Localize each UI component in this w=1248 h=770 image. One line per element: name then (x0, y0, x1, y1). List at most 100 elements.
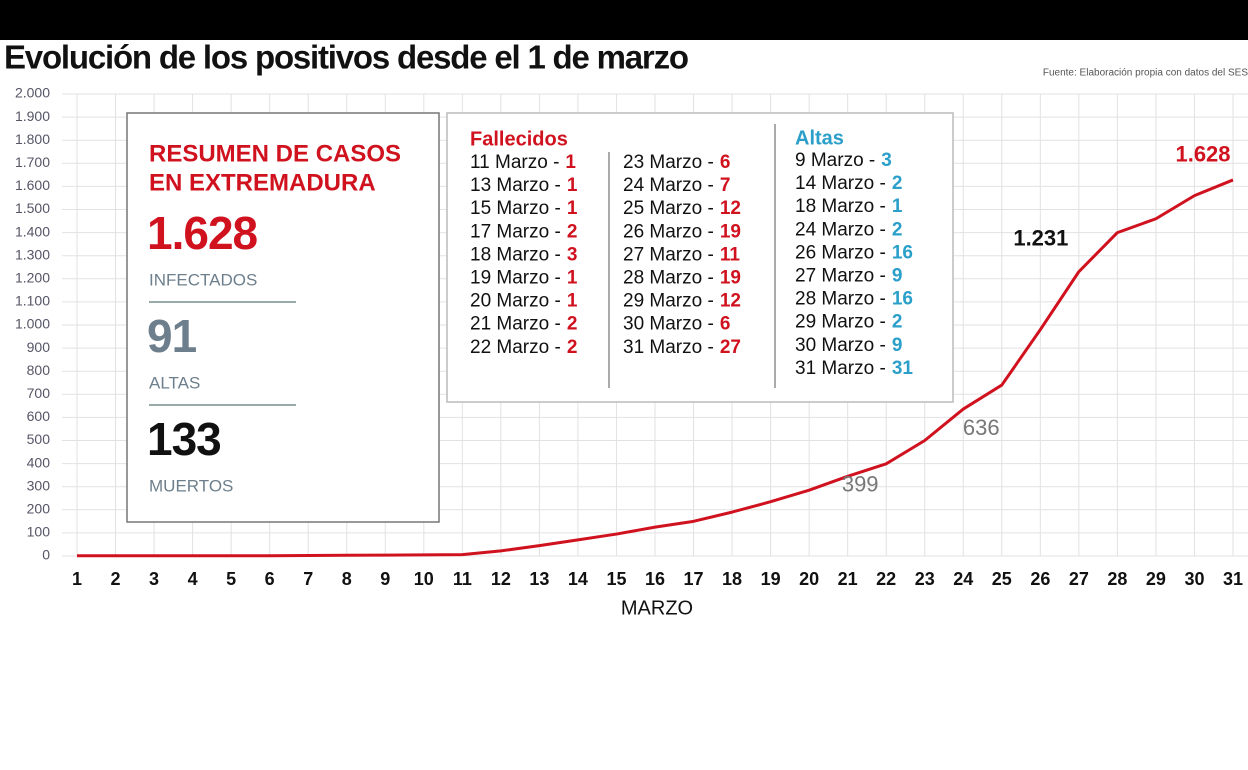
entry-date: 25 Marzo - (623, 198, 714, 219)
entry-date: 15 Marzo - (470, 198, 561, 219)
x-tick-label: 2 (111, 569, 121, 589)
entry-date: 28 Marzo - (623, 268, 714, 289)
x-tick-label: 29 (1146, 569, 1166, 589)
entry-date: 24 Marzo - (623, 175, 714, 196)
entry-count: 27 (720, 337, 741, 358)
entry-date: 22 Marzo - (470, 337, 561, 358)
entry-count: 2 (892, 312, 903, 333)
list-entry: 17 Marzo - 2 (470, 221, 577, 242)
entry-count: 12 (720, 291, 741, 312)
entry-count: 2 (892, 173, 903, 194)
value-label: 1.628 (1175, 142, 1230, 167)
list-entry: 27 Marzo - 9 (795, 266, 902, 287)
y-tick-label: 600 (27, 408, 51, 424)
entry-count: 9 (892, 266, 903, 287)
top-bar (0, 0, 1248, 40)
x-tick-label: 12 (491, 569, 511, 589)
line (77, 178, 1234, 558)
list-entry: 27 Marzo - 11 (623, 244, 740, 265)
x-tick-label: 27 (1069, 569, 1089, 589)
list-entry: 11 Marzo - 1 (470, 152, 576, 173)
y-tick-label: 2.000 (15, 85, 50, 101)
list-entry: 19 Marzo - 1 (470, 268, 578, 289)
entry-date: 19 Marzo - (470, 268, 561, 289)
entry-count: 2 (567, 314, 578, 335)
x-tick-label: 31 (1223, 569, 1243, 589)
list-entry: 29 Marzo - 12 (623, 291, 741, 312)
y-tick-label: 1.500 (15, 200, 50, 216)
entry-date: 17 Marzo - (470, 221, 561, 242)
y-tick-label: 1.000 (15, 316, 50, 332)
list-entry: 29 Marzo - 2 (795, 312, 902, 333)
value-label: 636 (963, 415, 1000, 440)
y-tick-label: 1.100 (15, 293, 50, 309)
y-tick-label: 1.800 (15, 131, 50, 147)
x-tick-label: 5 (226, 569, 236, 589)
entry-count: 7 (720, 175, 731, 196)
list-entry: 15 Marzo - 1 (470, 198, 578, 219)
x-axis-label: MARZO (621, 597, 693, 619)
entry-date: 14 Marzo - (795, 173, 886, 194)
x-tick-label: 25 (992, 569, 1012, 589)
list-entry: 31 Marzo - 31 (795, 358, 913, 379)
x-tick-label: 8 (342, 569, 352, 589)
list-entry: 13 Marzo - 1 (470, 175, 578, 196)
source: Fuente: Elaboración propia con datos del… (1043, 68, 1248, 79)
x-tick-label: 7 (303, 569, 313, 589)
entry-count: 2 (892, 219, 903, 240)
entry-date: 18 Marzo - (795, 196, 886, 217)
entry-date: 30 Marzo - (623, 314, 714, 335)
entry-date: 21 Marzo - (470, 314, 561, 335)
y-tick-label: 500 (27, 431, 51, 447)
y-tick-label: 1.200 (15, 270, 50, 286)
summary-value: 1.628 (147, 207, 258, 259)
entry-count: 31 (892, 358, 914, 379)
list-entry: 18 Marzo - 1 (795, 196, 903, 217)
list-entry: 28 Marzo - 16 (795, 289, 913, 310)
y-tick-label: 900 (27, 339, 51, 355)
entry-date: 30 Marzo - (795, 335, 886, 356)
entry-count: 2 (567, 221, 578, 242)
x-tick-label: 1 (72, 569, 82, 589)
entry-date: 20 Marzo - (470, 291, 561, 312)
summary-title: RESUMEN DE CASOS (149, 140, 401, 167)
entry-count: 1 (567, 268, 578, 289)
list-box (446, 112, 954, 403)
x-tick-label: 3 (149, 569, 159, 589)
list-entry: 26 Marzo - 16 (795, 242, 913, 263)
list-entry: 18 Marzo - 3 (470, 244, 577, 265)
entry-count: 19 (720, 221, 741, 242)
list-entry: 25 Marzo - 12 (623, 198, 741, 219)
y-tick-label: 800 (27, 362, 51, 378)
x-tick-label: 11 (453, 569, 472, 589)
x-tick-label: 18 (722, 569, 742, 589)
entry-count: 3 (881, 150, 892, 171)
entry-date: 9 Marzo - (795, 150, 875, 171)
entry-count: 11 (720, 244, 741, 265)
summary-label: MUERTOS (149, 476, 233, 495)
entry-count: 16 (892, 242, 913, 263)
entry-count: 1 (892, 196, 903, 217)
list-entry: 30 Marzo - 6 (623, 314, 730, 335)
value-label: 1.231 (1013, 225, 1068, 250)
x-tick-label: 14 (568, 569, 588, 589)
entry-count: 6 (720, 152, 731, 173)
entry-count: 1 (567, 175, 578, 196)
chart-title: Evolución de los positivos desde el 1 de… (4, 39, 688, 76)
list-entry: 23 Marzo - 6 (623, 152, 730, 173)
y-tick-label: 700 (27, 385, 51, 401)
x-tick-label: 15 (606, 569, 626, 589)
x-tick-label: 20 (799, 569, 819, 589)
entry-date: 26 Marzo - (623, 221, 714, 242)
x-tick-label: 17 (684, 569, 704, 589)
list-entry: 21 Marzo - 2 (470, 314, 577, 335)
list-entry: 24 Marzo - 2 (795, 219, 902, 240)
entry-count: 12 (720, 198, 741, 219)
entry-date: 29 Marzo - (795, 312, 886, 333)
list-title: Fallecidos (470, 128, 568, 150)
list-entry: 24 Marzo - 7 (623, 175, 730, 196)
x-tick-label: 10 (414, 569, 434, 589)
summary-value: 91 (147, 310, 197, 362)
list-entry: 22 Marzo - 2 (470, 337, 577, 358)
